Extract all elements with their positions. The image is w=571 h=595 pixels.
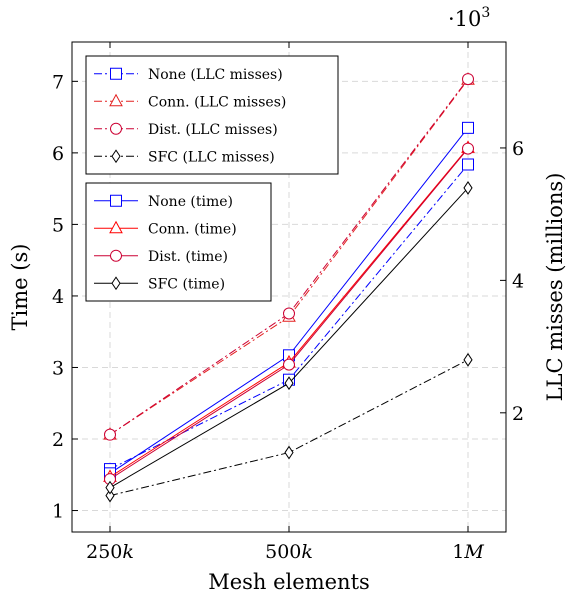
exponent-base: ·10 <box>448 7 481 31</box>
y-left-tick-label: 3 <box>52 357 64 379</box>
time-series-circle-point <box>462 142 474 155</box>
llc-series-diamond-point <box>463 352 473 367</box>
exponent-power: 3 <box>481 5 490 21</box>
y-left-tick-label: 5 <box>52 214 64 236</box>
legend-llc: None (LLC misses) Conn. (LLC misses) Dist.… <box>85 55 339 175</box>
x-axis-title: Mesh elements <box>208 570 370 594</box>
legend-time-label: None (time) <box>148 194 233 210</box>
y-left-tick-label: 2 <box>52 429 64 451</box>
legend-llc-label: None (LLC misses) <box>148 67 283 83</box>
llc-series-circle-line <box>109 78 469 436</box>
legend-llc-swatch-marker <box>111 149 121 164</box>
right-axis-exponent: ·103 <box>448 5 490 31</box>
legends: None (LLC misses) Conn. (LLC misses) Dist.… <box>85 55 339 302</box>
x-tick-label: 500k <box>265 541 313 563</box>
legend-llc-label: Conn. (LLC misses) <box>148 94 286 110</box>
y-left-tick-label: 1 <box>52 501 64 523</box>
y-axis-right-title: LLC misses (millions) <box>543 173 567 402</box>
svg-text:·103: ·103 <box>448 5 490 31</box>
y-right-tick-label: 4 <box>512 270 524 292</box>
legend-llc-swatch-marker <box>110 122 122 135</box>
time-series-square-point <box>462 121 474 134</box>
llc-series-circle-point <box>104 428 116 441</box>
y-left-tick-label: 6 <box>52 143 64 165</box>
ticks: 250k 500k 1M 1 2 3 4 5 6 7 2 4 6 <box>52 42 524 563</box>
legend-llc-label: Dist. (LLC misses) <box>148 122 278 138</box>
llc-series-square-point <box>462 158 474 171</box>
legend-time-label: SFC (time) <box>148 276 225 292</box>
y-right-tick-label: 6 <box>512 138 524 160</box>
llc-series-circle-point <box>283 307 295 320</box>
llc-series-diamond-point <box>105 488 115 503</box>
legend-time-swatch-marker <box>111 276 121 291</box>
time-series-diamond-point <box>463 181 473 195</box>
legend-time: None (time) Conn. (time) Dist. (time) SFC (… <box>85 182 272 302</box>
y-left-tick-label: 4 <box>52 286 64 308</box>
llc-series-diamond-point <box>284 445 294 460</box>
time-series-diamond-point <box>105 480 115 495</box>
legend-time-swatch-marker <box>110 194 122 207</box>
y-left-tick-label: 7 <box>52 71 64 93</box>
legend-time-label: Dist. (time) <box>148 249 228 265</box>
legend-llc-label: SFC (LLC misses) <box>148 149 275 165</box>
legend-time-label: Conn. (time) <box>148 221 237 237</box>
series-layer <box>103 72 475 503</box>
legend-time-swatch-marker <box>110 249 122 262</box>
legend-llc-box <box>85 55 339 175</box>
time-series-diamond-point <box>284 376 294 391</box>
llc-series-circle-point <box>462 73 474 86</box>
y-right-tick-label: 2 <box>512 403 524 425</box>
legend-time-swatch-marker <box>109 220 123 234</box>
time-series-circle-point <box>283 358 295 371</box>
legend-llc-swatch-marker <box>110 67 122 80</box>
x-tick-label: 1M <box>452 541 484 563</box>
x-tick-label: 250k <box>86 541 134 563</box>
legend-llc-swatch-marker <box>109 93 123 107</box>
y-axis-left-title: Time (s) <box>8 244 32 331</box>
